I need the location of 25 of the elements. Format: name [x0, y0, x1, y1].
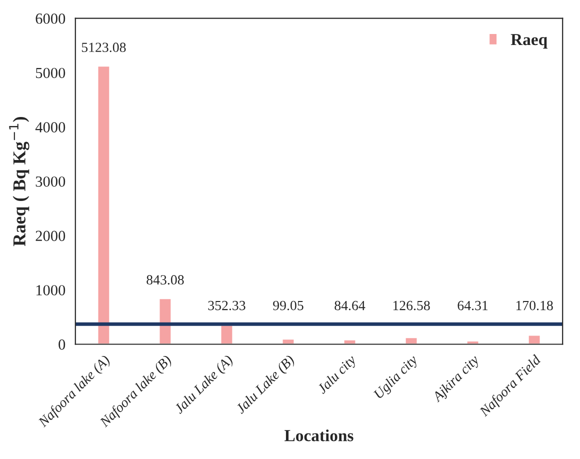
data-label: 84.64	[334, 300, 366, 310]
y-axis-title: Raeq ( Bq Kg$^{−1}$)	[9, 117, 30, 246]
x-axis-title: Locations	[284, 430, 354, 442]
x-tick-label: Jalu city	[316, 354, 359, 396]
data-label: 5123.08	[82, 42, 126, 52]
data-label: 126.58	[393, 300, 430, 310]
data-label: 170.18	[516, 300, 553, 310]
x-tick-label: Jalu Lake (A)	[173, 354, 236, 416]
data-label: 99.05	[273, 300, 304, 310]
y-tick-label: 3000	[36, 176, 66, 187]
y-tick-label: 5000	[36, 68, 66, 78]
y-tick-label: 1000	[36, 285, 66, 296]
data-label: 64.31	[458, 300, 488, 310]
data-label: 843.08	[146, 275, 184, 285]
bar	[96, 65, 111, 344]
bar	[281, 338, 296, 344]
y-tick-label: 2000	[36, 230, 66, 242]
y-tick-label: 4000	[35, 122, 66, 132]
x-tick-label: Jalu Lake (B)	[234, 354, 297, 416]
legend-label: Raeq	[510, 34, 548, 49]
bar	[404, 336, 418, 344]
data-label: 352.33	[208, 300, 246, 310]
y-tick-label: 0	[58, 339, 66, 350]
bar	[527, 334, 542, 344]
y-tick-label: 6000	[36, 14, 66, 24]
